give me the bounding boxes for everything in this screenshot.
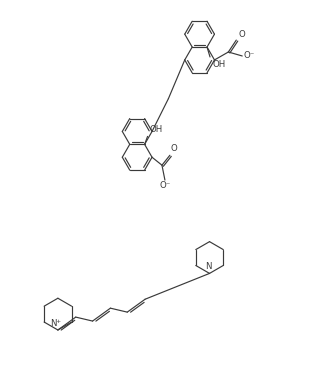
Text: O⁻: O⁻ bbox=[159, 181, 171, 190]
Text: N: N bbox=[205, 263, 212, 271]
Text: N⁺: N⁺ bbox=[50, 319, 61, 328]
Text: OH: OH bbox=[150, 126, 163, 134]
Text: O: O bbox=[238, 30, 245, 39]
Text: OH: OH bbox=[212, 60, 225, 69]
Text: O⁻: O⁻ bbox=[243, 52, 254, 60]
Text: O: O bbox=[171, 144, 177, 153]
